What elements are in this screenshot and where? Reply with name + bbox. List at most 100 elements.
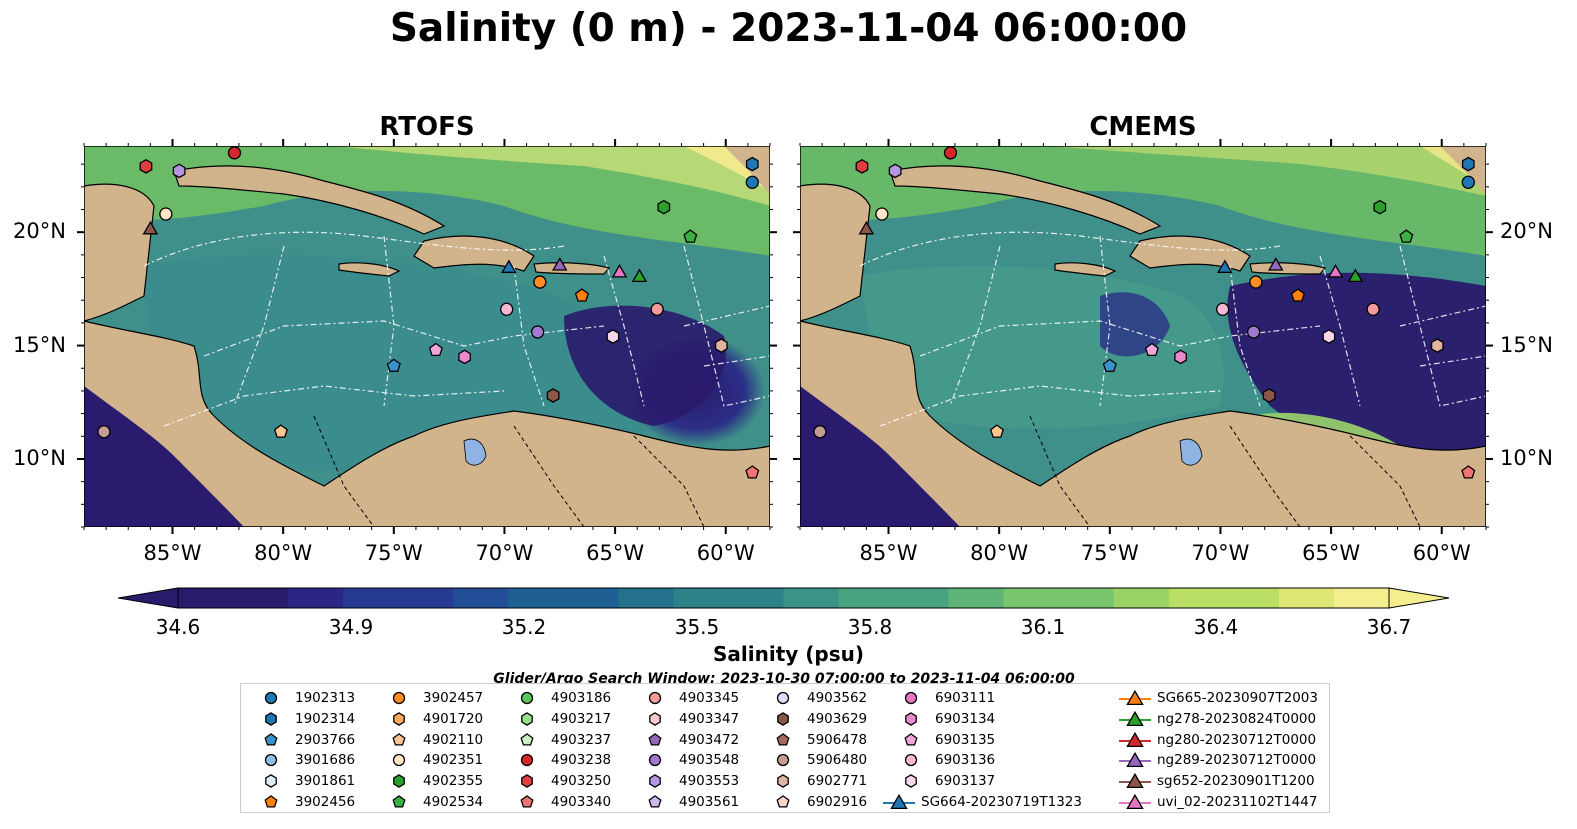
colorbar-bin	[288, 588, 344, 608]
legend-marker	[265, 711, 277, 726]
colorbar-bin	[233, 588, 289, 608]
platform-marker-ng278-20230824T0000	[631, 268, 648, 283]
legend-marker	[264, 732, 278, 746]
colorbar-bin	[728, 588, 785, 608]
legend-label: 4903186	[551, 690, 612, 706]
legend-marker	[648, 732, 662, 746]
lon-label: 65°W	[586, 541, 645, 565]
platform-marker-ng278-20230824T0000	[1347, 268, 1364, 283]
platform-marker-5906480	[813, 425, 827, 439]
platform-marker-4903629	[546, 388, 560, 403]
legend-marker	[904, 754, 918, 767]
legend-label: 1902314	[295, 710, 356, 727]
lon-label: 70°W	[1191, 541, 1250, 565]
lon-label: 60°W	[696, 541, 755, 565]
legend-label: 4903217	[551, 710, 612, 727]
colorbar-bin	[893, 588, 950, 608]
legend-marker	[1119, 710, 1151, 726]
colorbar-tick-label: 36.7	[1366, 615, 1412, 639]
platform-marker-ng289-20230712T0000	[1267, 257, 1284, 271]
legend-label: 5906478	[807, 731, 868, 748]
legend-label: 4903553	[679, 773, 740, 790]
platform-marker-3902456	[1290, 288, 1305, 302]
platform-marker-4902351	[159, 207, 173, 221]
colorbar-bin	[1333, 588, 1390, 608]
lon-label: 80°W	[254, 541, 313, 565]
legend-label: 4903345	[679, 690, 740, 706]
colorbar	[118, 587, 1450, 609]
platform-marker-sg652-20230901T1200	[142, 220, 159, 235]
platform-marker-6903135	[1144, 342, 1159, 357]
legend-label: ng278-20230824T0000	[1157, 710, 1317, 727]
legend-label: 4903238	[551, 752, 612, 769]
legend-marker	[648, 795, 662, 808]
colorbar-extend-low	[118, 587, 179, 609]
lat-label: 15°N	[13, 332, 66, 357]
legend-label: 1902313	[295, 690, 356, 706]
legend-marker	[264, 691, 278, 705]
legend-label: 4903562	[807, 690, 868, 706]
legend-marker	[520, 754, 534, 767]
legend-marker	[904, 691, 918, 705]
legend-marker	[392, 691, 406, 705]
colorbar-tick-label: 34.9	[328, 615, 374, 639]
colorbar-bin	[1278, 588, 1335, 608]
colorbar-bin	[343, 588, 399, 608]
legend-label: 4902110	[423, 731, 484, 748]
legend-marker	[776, 691, 790, 705]
lat-label: 10°N	[1500, 445, 1553, 470]
lat-label: 15°N	[1500, 332, 1553, 357]
platform-marker-3902456	[574, 288, 589, 302]
lat-label: 10°N	[13, 445, 66, 470]
legend-marker	[520, 795, 534, 808]
platform-marker-4903238	[943, 146, 958, 160]
platform-marker-6902771	[714, 338, 728, 353]
colorbar-bin	[838, 588, 895, 608]
legend-label: uvi_02-20231102T1447	[1157, 794, 1318, 810]
platform-marker-4902110	[273, 424, 288, 438]
platform-marker-4903250	[139, 159, 153, 174]
platform-marker-uvi_02-20231102T1447	[611, 263, 628, 278]
legend-label: 5906480	[807, 752, 868, 769]
map-panel-rtofs	[84, 146, 770, 527]
colorbar-bin	[398, 588, 454, 608]
legend-label: 3901686	[295, 752, 356, 769]
legend-marker	[883, 793, 915, 810]
platform-marker-4903548	[530, 325, 545, 339]
legend-label: 4903472	[679, 731, 740, 748]
platform-marker-4903250	[855, 159, 869, 174]
legend-label: 4903629	[807, 710, 868, 727]
colorbar-bin	[453, 588, 509, 608]
platform-marker-4903345	[1366, 302, 1380, 316]
legend: 1902313 1902314 2903766 3901686 3901861 39024…	[240, 683, 1330, 813]
colorbar-bin	[1058, 588, 1115, 608]
lon-label: 75°W	[1080, 541, 1139, 565]
platform-marker-4902534	[683, 229, 698, 243]
legend-marker	[392, 754, 406, 767]
colorbar-tick-label: 35.8	[847, 615, 893, 639]
legend-marker	[393, 774, 405, 789]
colorbar-bin	[178, 588, 234, 608]
platform-marker-5906480	[97, 425, 111, 439]
legend-marker	[904, 732, 918, 746]
search-window-text: Glider/Argo Search Window: 2023-10-30 07…	[493, 671, 1075, 684]
colorbar-tick-label: 35.5	[674, 615, 720, 639]
platform-marker-3902457	[533, 275, 547, 289]
colorbar-tick-label: 35.2	[501, 615, 547, 639]
platform-marker-4902355	[1373, 199, 1387, 215]
colorbar-bin	[563, 588, 619, 608]
platform-marker-SG664-20230719T1323	[501, 259, 517, 273]
platform-marker-4902534	[1399, 229, 1414, 243]
legend-marker	[521, 711, 533, 726]
legend-label: 4903548	[679, 752, 740, 769]
colorbar-tick-label: 36.4	[1193, 615, 1239, 639]
legend-label: 6902771	[807, 773, 868, 790]
legend-label: 4902351	[423, 752, 484, 769]
platform-marker-ng289-20230712T0000	[551, 257, 568, 271]
legend-marker	[520, 691, 534, 705]
legend-label: 6903135	[935, 731, 996, 748]
platform-marker-1902313	[1461, 175, 1475, 189]
legend-label: ng280-20230712T0000	[1157, 731, 1317, 748]
platform-marker-6903134	[458, 349, 471, 365]
